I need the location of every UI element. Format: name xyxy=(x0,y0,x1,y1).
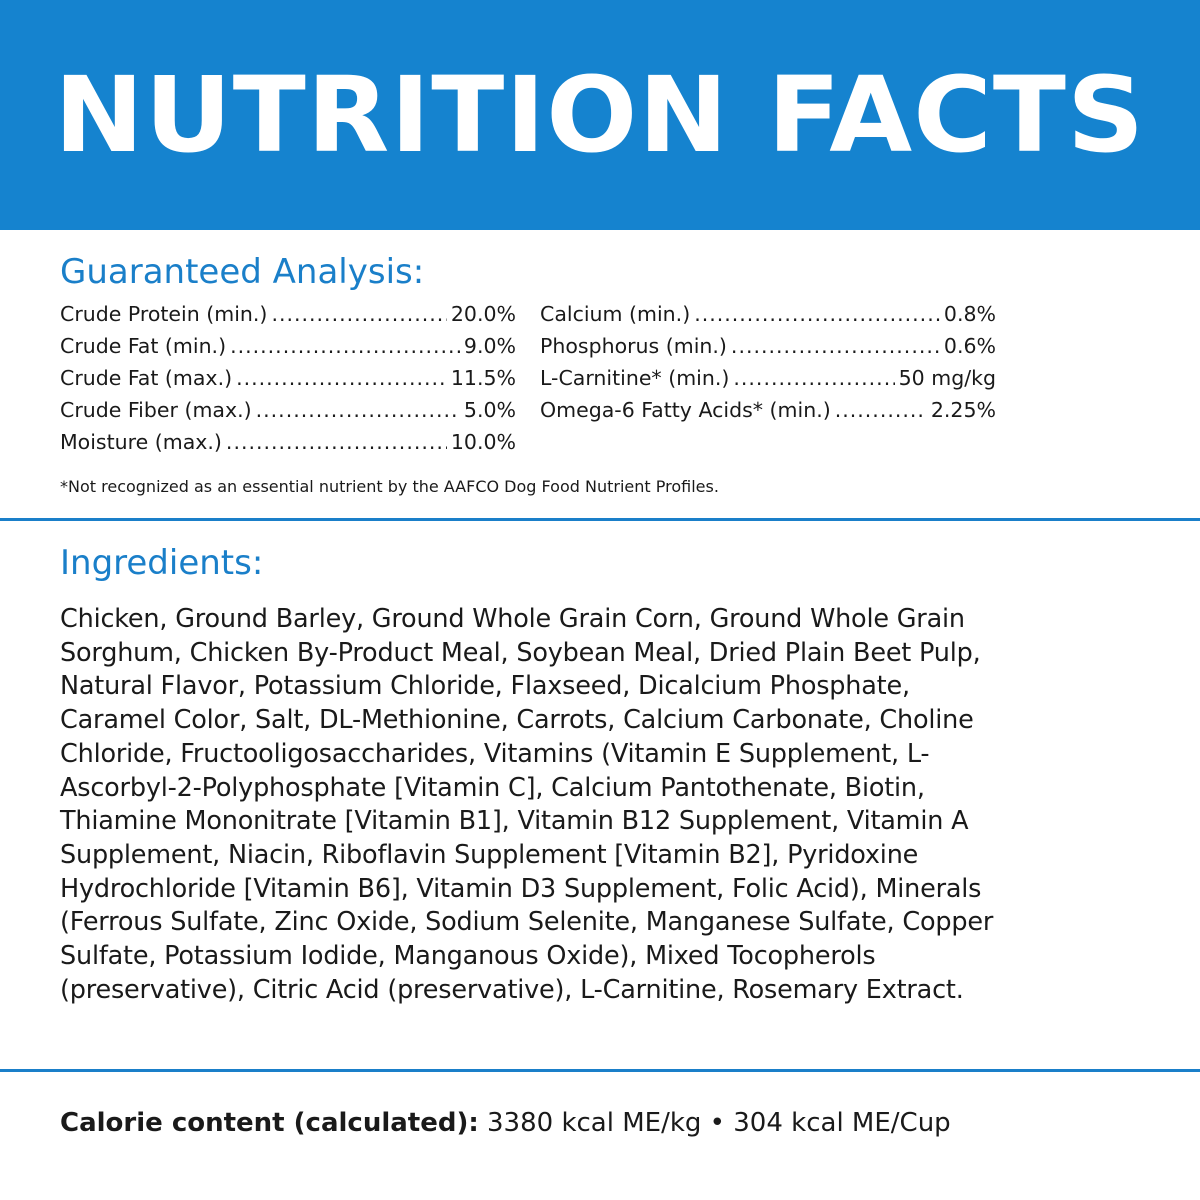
ingredients-list: Chicken, Ground Barley, Ground Whole Gra… xyxy=(60,604,994,1005)
analysis-value: 5.0% xyxy=(463,398,516,422)
analysis-label: Omega-6 Fatty Acids* (min.) xyxy=(540,398,831,422)
ingredients-heading: Ingredients: xyxy=(60,543,264,583)
analysis-label: Moisture (max.) xyxy=(60,430,222,454)
analysis-label: L-Carnitine* (min.) xyxy=(540,366,730,390)
analysis-label: Phosphorus (min.) xyxy=(540,334,727,358)
dot-leader xyxy=(694,302,940,326)
section-divider xyxy=(0,1069,1200,1072)
analysis-row: Crude Fat (min.) 9.0% xyxy=(60,334,516,366)
dot-leader xyxy=(226,430,447,454)
analysis-row: Omega-6 Fatty Acids* (min.) 2.25% xyxy=(540,398,996,430)
analysis-value: 20.0% xyxy=(450,302,516,326)
analysis-row: Crude Fiber (max.) 5.0% xyxy=(60,398,516,430)
dot-leader xyxy=(733,366,894,390)
dot-leader xyxy=(835,398,927,422)
calorie-value: 3380 kcal ME/kg • 304 kcal ME/Cup xyxy=(487,1108,951,1138)
analysis-label: Crude Fat (min.) xyxy=(60,334,227,358)
dot-leader xyxy=(230,334,460,358)
analysis-value: 10.0% xyxy=(450,430,516,454)
analysis-row: Moisture (max.) 10.0% xyxy=(60,430,516,462)
analysis-row: L-Carnitine* (min.) 50 mg/kg xyxy=(540,366,996,398)
page-title: NUTRITION FACTS xyxy=(54,54,1146,176)
calorie-label: Calorie content (calculated): xyxy=(60,1108,479,1138)
calorie-content: Calorie content (calculated): 3380 kcal … xyxy=(60,1108,951,1138)
section-divider xyxy=(0,518,1200,521)
analysis-row: Phosphorus (min.) 0.6% xyxy=(540,334,996,366)
guaranteed-analysis-heading: Guaranteed Analysis: xyxy=(60,252,425,292)
title-banner: NUTRITION FACTS xyxy=(0,0,1200,230)
dot-leader xyxy=(271,302,446,326)
analysis-value: 0.6% xyxy=(943,334,996,358)
analysis-value: 11.5% xyxy=(450,366,516,390)
analysis-label: Crude Fiber (max.) xyxy=(60,398,252,422)
analysis-value: 0.8% xyxy=(943,302,996,326)
dot-leader xyxy=(731,334,940,358)
dot-leader xyxy=(256,398,460,422)
analysis-label: Calcium (min.) xyxy=(540,302,691,326)
dot-leader xyxy=(236,366,447,390)
analysis-value: 2.25% xyxy=(930,398,996,422)
analysis-label: Crude Fat (max.) xyxy=(60,366,233,390)
analysis-column-right: Calcium (min.) 0.8% Phosphorus (min.) 0.… xyxy=(540,302,996,430)
aafco-footnote: *Not recognized as an essential nutrient… xyxy=(60,477,719,496)
analysis-value: 9.0% xyxy=(463,334,516,358)
analysis-row: Crude Fat (max.) 11.5% xyxy=(60,366,516,398)
analysis-value: 50 mg/kg xyxy=(898,366,996,390)
analysis-label: Crude Protein (min.) xyxy=(60,302,268,326)
analysis-column-left: Crude Protein (min.) 20.0% Crude Fat (mi… xyxy=(60,302,516,462)
analysis-row: Crude Protein (min.) 20.0% xyxy=(60,302,516,334)
analysis-row: Calcium (min.) 0.8% xyxy=(540,302,996,334)
